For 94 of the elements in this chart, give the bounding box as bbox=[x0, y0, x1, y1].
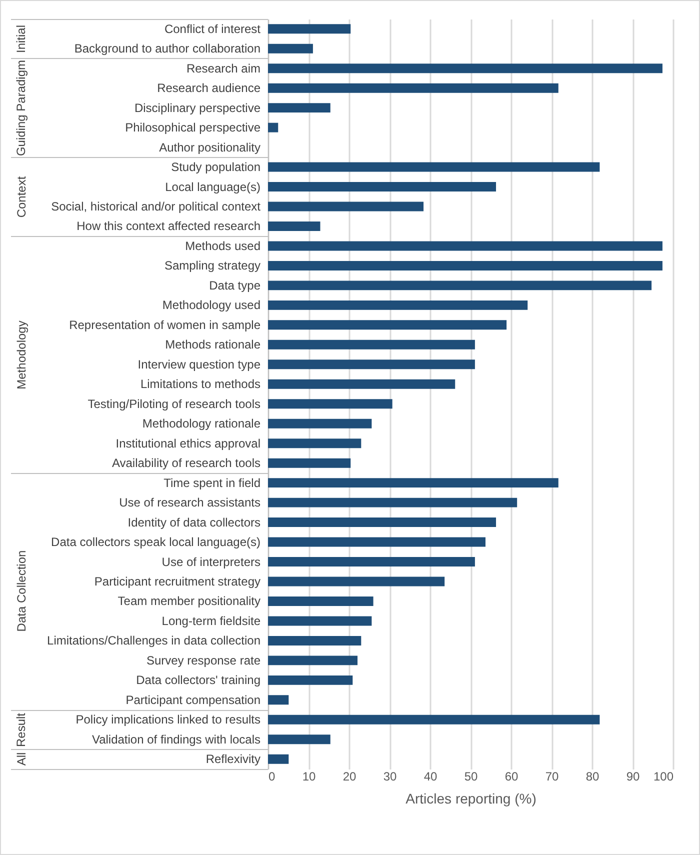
y-tick-label: Research audience bbox=[157, 81, 261, 96]
bar bbox=[268, 122, 278, 132]
bar bbox=[268, 182, 496, 192]
y-tick-label: Data collectors speak local language(s) bbox=[51, 535, 260, 550]
y-tick-label: Policy implications linked to results bbox=[76, 712, 260, 727]
bar bbox=[268, 222, 320, 231]
bar bbox=[268, 498, 518, 508]
y-tick-label: Study population bbox=[171, 160, 260, 174]
y-tick-label: Participant recruitment strategy bbox=[94, 574, 260, 588]
bar bbox=[268, 340, 475, 350]
bar bbox=[268, 537, 486, 547]
y-tick-label: Validation of findings with locals bbox=[92, 732, 260, 746]
bar bbox=[268, 44, 313, 54]
x-tick-label: 70 bbox=[545, 770, 559, 784]
y-tick-label: Methodology used bbox=[162, 298, 260, 312]
bar bbox=[268, 418, 372, 428]
bar bbox=[268, 458, 351, 468]
bar bbox=[268, 675, 353, 685]
text: Data Collection bbox=[14, 550, 28, 632]
bar bbox=[268, 714, 600, 724]
y-tick-label: Conflict of interest bbox=[164, 22, 262, 36]
bar bbox=[268, 656, 358, 666]
bar bbox=[268, 83, 558, 93]
x-tick-label: 40 bbox=[424, 770, 438, 784]
bar bbox=[268, 596, 374, 606]
y-tick-label: How this context affected research bbox=[76, 219, 260, 234]
bar bbox=[268, 399, 392, 409]
text: All bbox=[14, 752, 28, 766]
bar bbox=[268, 518, 496, 528]
x-tick-label: 20 bbox=[342, 770, 356, 784]
text: Methodology bbox=[14, 320, 28, 389]
text: Result bbox=[14, 712, 28, 747]
y-tick-label: Survey response rate bbox=[146, 653, 261, 668]
y-tick-label: Reflexivity bbox=[206, 752, 260, 766]
y-tick-label: Social, historical and/or political context bbox=[51, 200, 262, 214]
bar bbox=[268, 695, 289, 705]
y-tick-label: Methods used bbox=[185, 238, 260, 253]
y-tick-label: Data type bbox=[209, 278, 261, 292]
x-tick-label: 30 bbox=[383, 770, 397, 784]
text: Initial bbox=[14, 24, 28, 53]
bar bbox=[268, 636, 362, 646]
bar bbox=[268, 557, 475, 566]
y-tick-label: Research aim bbox=[186, 61, 260, 76]
bar bbox=[268, 260, 662, 270]
y-tick-label: Disciplinary perspective bbox=[134, 100, 261, 115]
y-tick-label: Methodology rationale bbox=[142, 416, 261, 431]
x-tick-label: 10 bbox=[302, 770, 316, 784]
y-tick-label: Use of research assistants bbox=[119, 496, 260, 510]
y-tick-label: Institutional ethics approval bbox=[116, 436, 260, 450]
y-tick-label: Participant compensation bbox=[126, 692, 260, 707]
y-tick-label: Testing/Piloting of research tools bbox=[88, 396, 260, 411]
x-tick-label: 60 bbox=[504, 770, 518, 784]
y-tick-label: Team member positionality bbox=[118, 594, 260, 608]
bar bbox=[268, 734, 330, 744]
y-tick-label: Data collectors' training bbox=[136, 673, 260, 688]
bar bbox=[268, 162, 600, 172]
bar bbox=[268, 438, 362, 448]
y-tick-label: Availability of research tools bbox=[112, 456, 260, 470]
bar bbox=[268, 616, 372, 626]
y-tick-label: Interview question type bbox=[138, 357, 261, 372]
bar bbox=[268, 202, 424, 212]
bar bbox=[268, 576, 445, 586]
y-tick-label: Sampling strategy bbox=[164, 258, 260, 273]
bar bbox=[268, 754, 289, 764]
y-tick-label: Local language(s) bbox=[165, 180, 260, 194]
y-tick-label: Limitations/Challenges in data collection bbox=[47, 634, 260, 648]
x-tick-label: 50 bbox=[464, 770, 478, 784]
y-tick-label: Limitations to methods bbox=[140, 377, 260, 392]
y-tick-label: Time spent in field bbox=[164, 476, 260, 490]
bar bbox=[268, 103, 330, 113]
y-tick-label: Philosophical perspective bbox=[125, 120, 261, 135]
text: Context bbox=[14, 176, 28, 218]
bar bbox=[268, 300, 528, 310]
bar bbox=[268, 478, 558, 488]
x-tick-label: 100 bbox=[653, 770, 674, 784]
y-tick-label: Identity of data collectors bbox=[128, 515, 260, 530]
bar bbox=[268, 360, 475, 370]
x-axis-title: Articles reporting (%) bbox=[406, 790, 536, 806]
bar bbox=[268, 379, 456, 389]
y-tick-label: Representation of women in sample bbox=[69, 318, 261, 332]
y-tick-label: Author positionality bbox=[159, 140, 260, 154]
x-tick-label: 0 bbox=[268, 770, 276, 784]
bar bbox=[268, 64, 662, 74]
y-tick-label: Background to author collaboration bbox=[74, 42, 260, 56]
y-tick-label: Methods rationale bbox=[165, 338, 261, 352]
bar bbox=[268, 24, 351, 34]
y-tick-label: Long-term fieldsite bbox=[162, 614, 261, 628]
bar bbox=[268, 241, 662, 251]
bar bbox=[268, 320, 507, 330]
text: Guiding Paradigm bbox=[14, 60, 28, 156]
x-tick-label: 90 bbox=[626, 770, 640, 784]
y-tick-label: Use of interpreters bbox=[162, 554, 260, 569]
x-tick-label: 80 bbox=[586, 770, 600, 784]
bar bbox=[268, 280, 652, 290]
